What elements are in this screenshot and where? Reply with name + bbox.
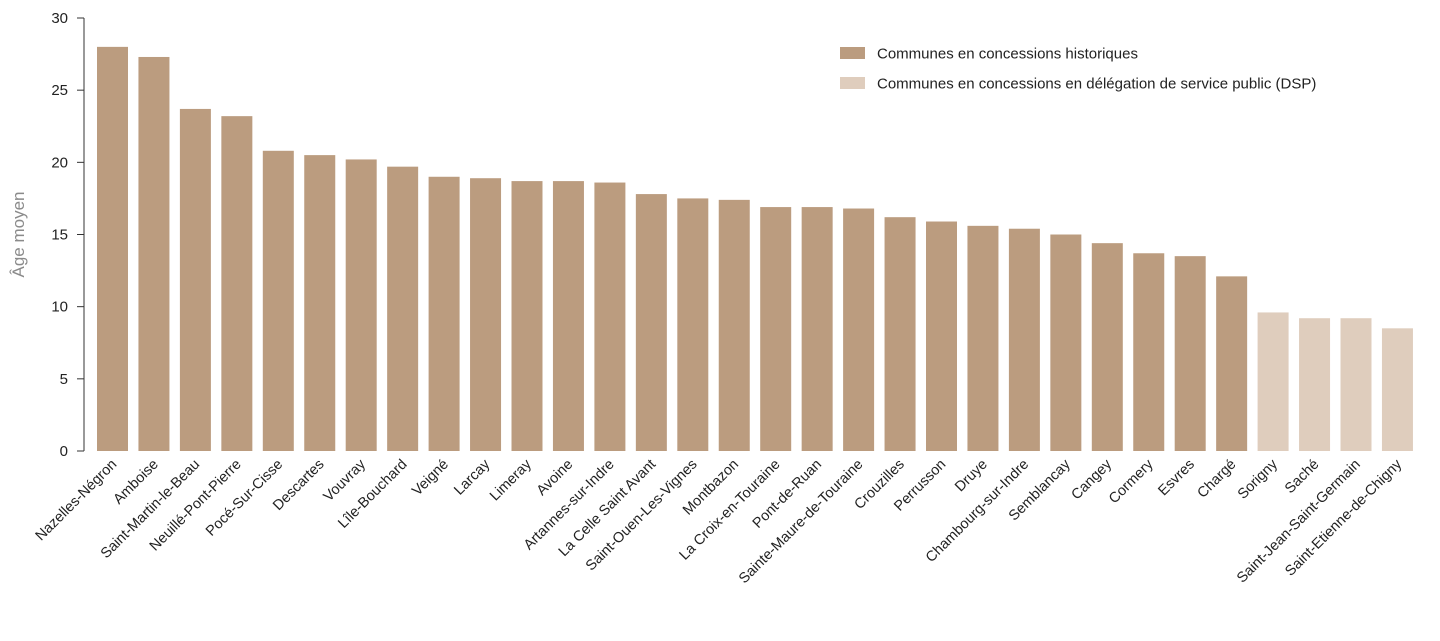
bar <box>594 182 626 452</box>
bar <box>1008 228 1040 451</box>
bar <box>884 217 916 451</box>
y-tick-label: 25 <box>51 82 68 99</box>
bar <box>677 198 709 451</box>
x-tick-label: Limeray <box>487 456 535 504</box>
bar <box>428 176 460 451</box>
bar <box>1133 253 1165 451</box>
bar <box>843 208 875 451</box>
bar <box>221 116 253 451</box>
bar <box>760 207 792 451</box>
y-tick-label: 30 <box>51 10 68 27</box>
x-tick-label: Sorigny <box>1235 456 1282 503</box>
x-tick-label: Nazelles-Négron <box>33 457 121 545</box>
bar <box>1216 276 1248 451</box>
bar <box>718 199 750 451</box>
bar <box>470 178 502 451</box>
y-tick-label: 0 <box>60 443 68 460</box>
bar <box>1257 312 1289 451</box>
bar <box>179 108 211 452</box>
y-axis-title: Âge moyen <box>9 192 28 278</box>
bar <box>345 159 377 452</box>
bar <box>1340 318 1372 451</box>
y-axis: 0 5 10 15 20 25 30 <box>51 10 85 460</box>
bar <box>1091 243 1123 451</box>
bar <box>635 194 667 451</box>
x-tick-label: Cormery <box>1106 456 1157 507</box>
bar <box>262 150 294 451</box>
legend: Communes en concessions historiques Comm… <box>840 46 1316 93</box>
y-tick-label: 5 <box>60 371 68 388</box>
x-tick-label: Saché <box>1282 457 1322 497</box>
bars <box>97 46 1413 452</box>
y-tick-label: 10 <box>51 299 68 316</box>
legend-label-dsp: Communes en concessions en délégation de… <box>877 76 1316 93</box>
x-tick-label: Esvres <box>1155 457 1198 500</box>
bar <box>1299 318 1331 451</box>
bar <box>387 166 419 451</box>
x-tick-label: Druye <box>952 457 991 496</box>
bar <box>511 181 543 451</box>
x-tick-label: Veigné <box>409 457 452 500</box>
legend-swatch-dsp <box>840 77 865 89</box>
legend-swatch-historiques <box>840 47 865 59</box>
bar <box>967 225 999 451</box>
x-tick-label: Chargé <box>1195 457 1240 502</box>
bar <box>926 221 957 451</box>
bar <box>1050 234 1082 451</box>
x-axis-labels: Nazelles-NégronAmboiseSaint-Martin-le-Be… <box>33 456 1406 587</box>
bar <box>801 207 833 451</box>
bar <box>1174 256 1206 451</box>
bar <box>552 181 584 451</box>
bar <box>1381 328 1413 451</box>
bar <box>138 56 170 451</box>
bar <box>304 155 336 451</box>
legend-label-historiques: Communes en concessions historiques <box>877 46 1138 63</box>
y-tick-label: 15 <box>51 227 68 244</box>
y-tick-label: 20 <box>51 154 68 171</box>
bar <box>97 46 128 451</box>
